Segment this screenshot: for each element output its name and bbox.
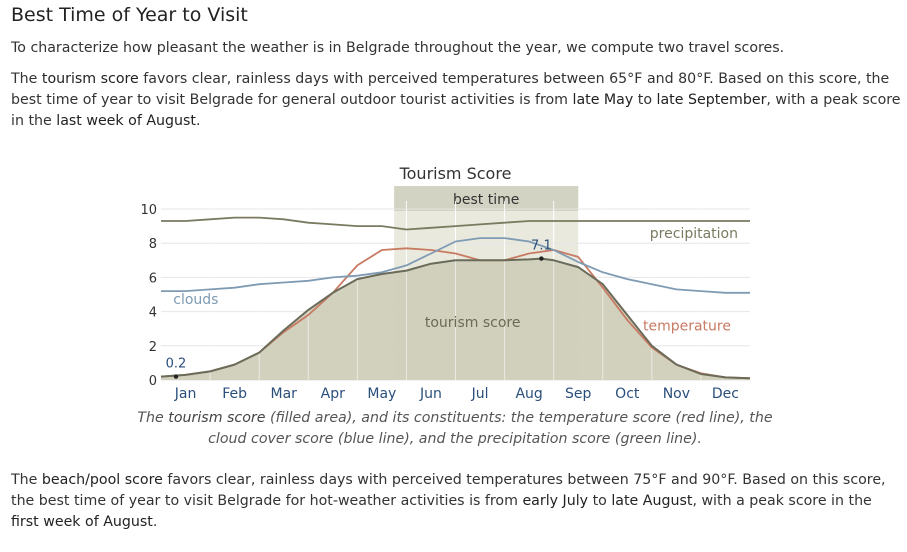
annotation-dot [173, 374, 179, 379]
annotation-label: 0.2 [166, 357, 187, 372]
x-tick-label: Feb [222, 386, 247, 402]
caption-term: tourism score [168, 410, 266, 426]
text-fragment: to [633, 92, 657, 108]
best-time-end: late September [656, 92, 767, 108]
x-tick-label: Jul [471, 386, 489, 402]
text-fragment: . [195, 113, 201, 129]
y-tick-label: 4 [149, 306, 157, 321]
text-fragment: (filled area), and its constituents: the… [208, 410, 773, 447]
tourism-score-line [160, 257, 751, 380]
series-label-tourism: tourism score [425, 315, 521, 331]
y-tick-label: 6 [149, 271, 157, 286]
beach-peak: first week of August [11, 514, 153, 530]
section-title: Best Time of Year to Visit [11, 4, 248, 26]
chart-title: Tourism Score [399, 164, 512, 183]
best-time-start: late May [572, 92, 634, 108]
series-label-precipitation: precipitation [650, 226, 738, 242]
text-fragment: The [11, 71, 42, 87]
y-tick-label: 8 [149, 237, 157, 252]
beach-start: early July [522, 493, 589, 509]
series-line-clouds [161, 237, 750, 294]
series-label-clouds: clouds [173, 292, 218, 308]
best-time-label: best time [453, 192, 519, 208]
x-tick-label: Sep [565, 386, 592, 402]
text-fragment: The [11, 472, 42, 488]
x-tick-label: Oct [615, 386, 640, 402]
y-tick-label: 2 [149, 340, 157, 355]
annotation-label: 7.1 [531, 239, 552, 254]
intro-text: To characterize how pleasant the weather… [11, 40, 785, 56]
text-fragment: favors clear, rainless days with perceiv… [11, 71, 890, 108]
x-tick-label: Dec [712, 386, 739, 402]
text-fragment: , with a peak score in the [692, 493, 872, 509]
text-fragment: , with a peak score in the [11, 92, 901, 129]
best-time-header [394, 186, 579, 211]
x-tick-label: Nov [663, 386, 690, 402]
x-tick-label: Jan [174, 386, 197, 402]
beach-score-term: beach/pool score [41, 472, 163, 488]
text-fragment: . [152, 514, 158, 530]
x-tick-label: Aug [515, 386, 542, 402]
beach-paragraph: The beach/pool score favors clear, rainl… [11, 470, 901, 533]
tourism-score-term: tourism score [41, 71, 139, 87]
text-fragment: to [588, 493, 612, 509]
x-tick-label: Jun [419, 386, 442, 402]
annotation-dot [539, 256, 544, 261]
y-tick-label: 10 [140, 203, 157, 218]
tourism-paragraph: The tourism score favors clear, rainless… [11, 69, 901, 132]
beach-end: late August [611, 493, 693, 509]
peak-time: last week of August [56, 113, 196, 129]
text-fragment: The [137, 410, 169, 426]
x-tick-label: Apr [321, 386, 345, 402]
series-line-precipitation [161, 216, 750, 231]
chart-caption: The tourism score (filled area), and its… [130, 408, 780, 450]
text-fragment: favors clear, rainless days with perceiv… [11, 472, 886, 509]
series-label-temperature: temperature [643, 318, 731, 334]
y-tick-label: 0 [149, 374, 157, 389]
x-tick-label: Mar [270, 386, 297, 402]
x-tick-label: May [367, 386, 396, 402]
